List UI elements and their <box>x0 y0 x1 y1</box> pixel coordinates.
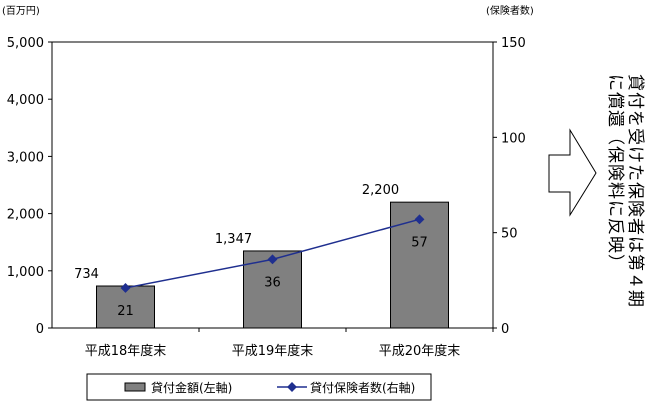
line-series: 21 36 57 <box>117 214 428 319</box>
right-arrow-icon <box>548 128 597 217</box>
line-point <box>267 254 278 265</box>
left-tick-label: 3,000 <box>7 150 44 165</box>
right-tick-label: 100 <box>501 131 526 146</box>
category-axis: 平成18年度末 平成19年度末 平成20年度末 <box>85 328 494 359</box>
right-axis-unit: (保険者数) <box>486 4 534 17</box>
bar-data-label: 734 <box>74 267 99 282</box>
right-axis: 0 50 100 150 <box>493 36 526 337</box>
bar <box>96 285 155 329</box>
right-tick-label: 0 <box>501 322 509 337</box>
line-data-label: 36 <box>264 275 281 290</box>
legend-bar-swatch <box>124 382 146 392</box>
legend-line-marker <box>287 382 297 392</box>
bar-data-label: 1,347 <box>215 232 252 247</box>
left-axis-unit: (百万円) <box>2 5 40 17</box>
legend: 貸付金額(左軸) 貸付保険者数(右軸) <box>86 373 432 401</box>
left-tick-label: 5,000 <box>7 36 44 51</box>
category-label: 平成19年度末 <box>232 343 314 359</box>
left-tick-label: 2,000 <box>7 208 44 223</box>
category-label: 平成20年度末 <box>379 343 461 359</box>
left-tick-label: 0 <box>36 322 44 337</box>
left-axis: 0 1,000 2,000 3,000 4,000 5,000 <box>7 36 52 337</box>
line-data-label: 57 <box>411 235 428 250</box>
bar-data-label: 2,200 <box>362 183 399 198</box>
legend-bar-label: 貸付金額(左軸) <box>151 380 232 395</box>
side-note-line-1: 貸付を受けた保険者は第４期 <box>625 74 645 308</box>
left-tick-label: 1,000 <box>7 265 44 280</box>
side-note-line-2: に償還（保険料に反映） <box>605 74 625 272</box>
category-label: 平成18年度末 <box>85 343 167 359</box>
left-tick-label: 4,000 <box>7 93 44 108</box>
line-data-label: 21 <box>117 304 134 319</box>
right-tick-label: 50 <box>501 227 518 242</box>
line-point <box>414 214 425 225</box>
legend-line-label: 貸付保険者数(右軸) <box>310 380 415 395</box>
right-tick-label: 150 <box>501 36 526 51</box>
